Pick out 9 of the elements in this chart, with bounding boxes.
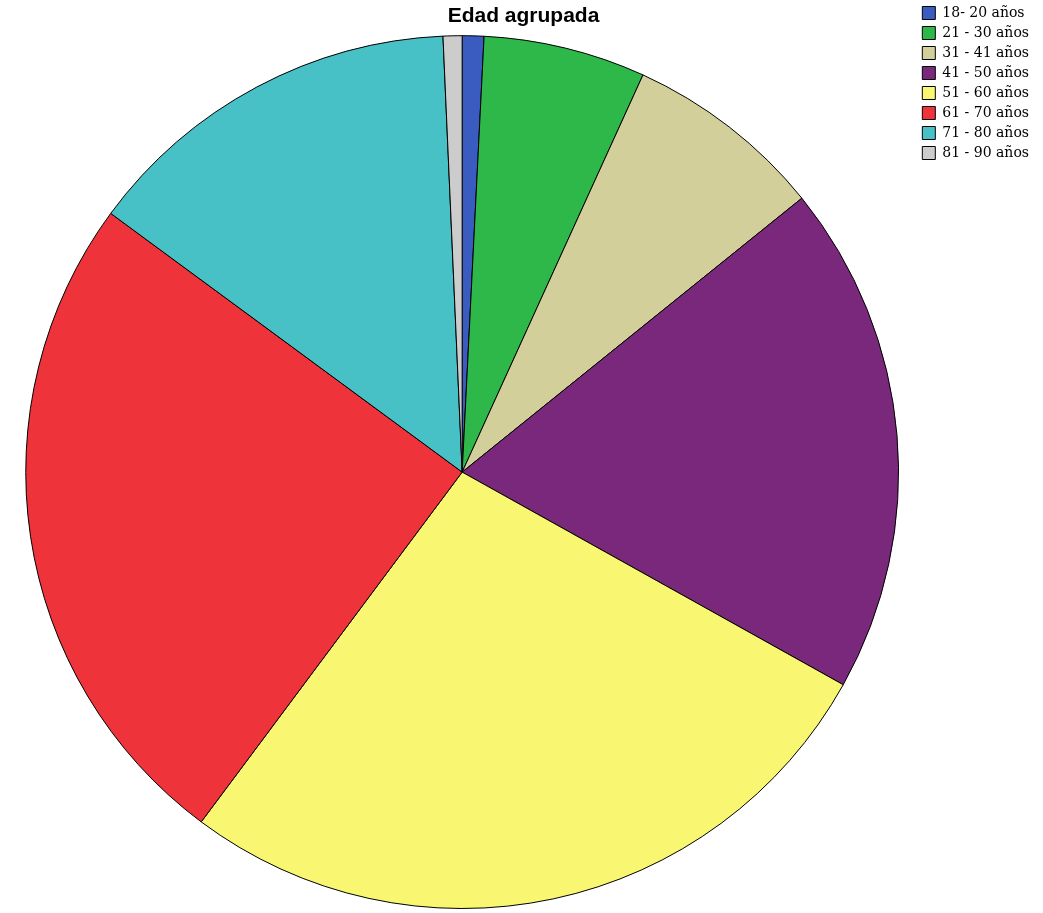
legend-label: 18- 20 años	[942, 3, 1025, 20]
legend-label: 51 - 60 años	[942, 83, 1029, 100]
legend-label: 41 - 50 años	[942, 63, 1029, 80]
legend-label: 81 - 90 años	[942, 143, 1029, 160]
legend-label: 31 - 41 años	[942, 43, 1029, 60]
chart-title: Edad agrupada	[447, 3, 600, 27]
legend-label: 71 - 80 años	[942, 123, 1029, 140]
legend-label: 61 - 70 años	[942, 103, 1029, 120]
legend-label: 21 - 30 años	[942, 23, 1029, 40]
